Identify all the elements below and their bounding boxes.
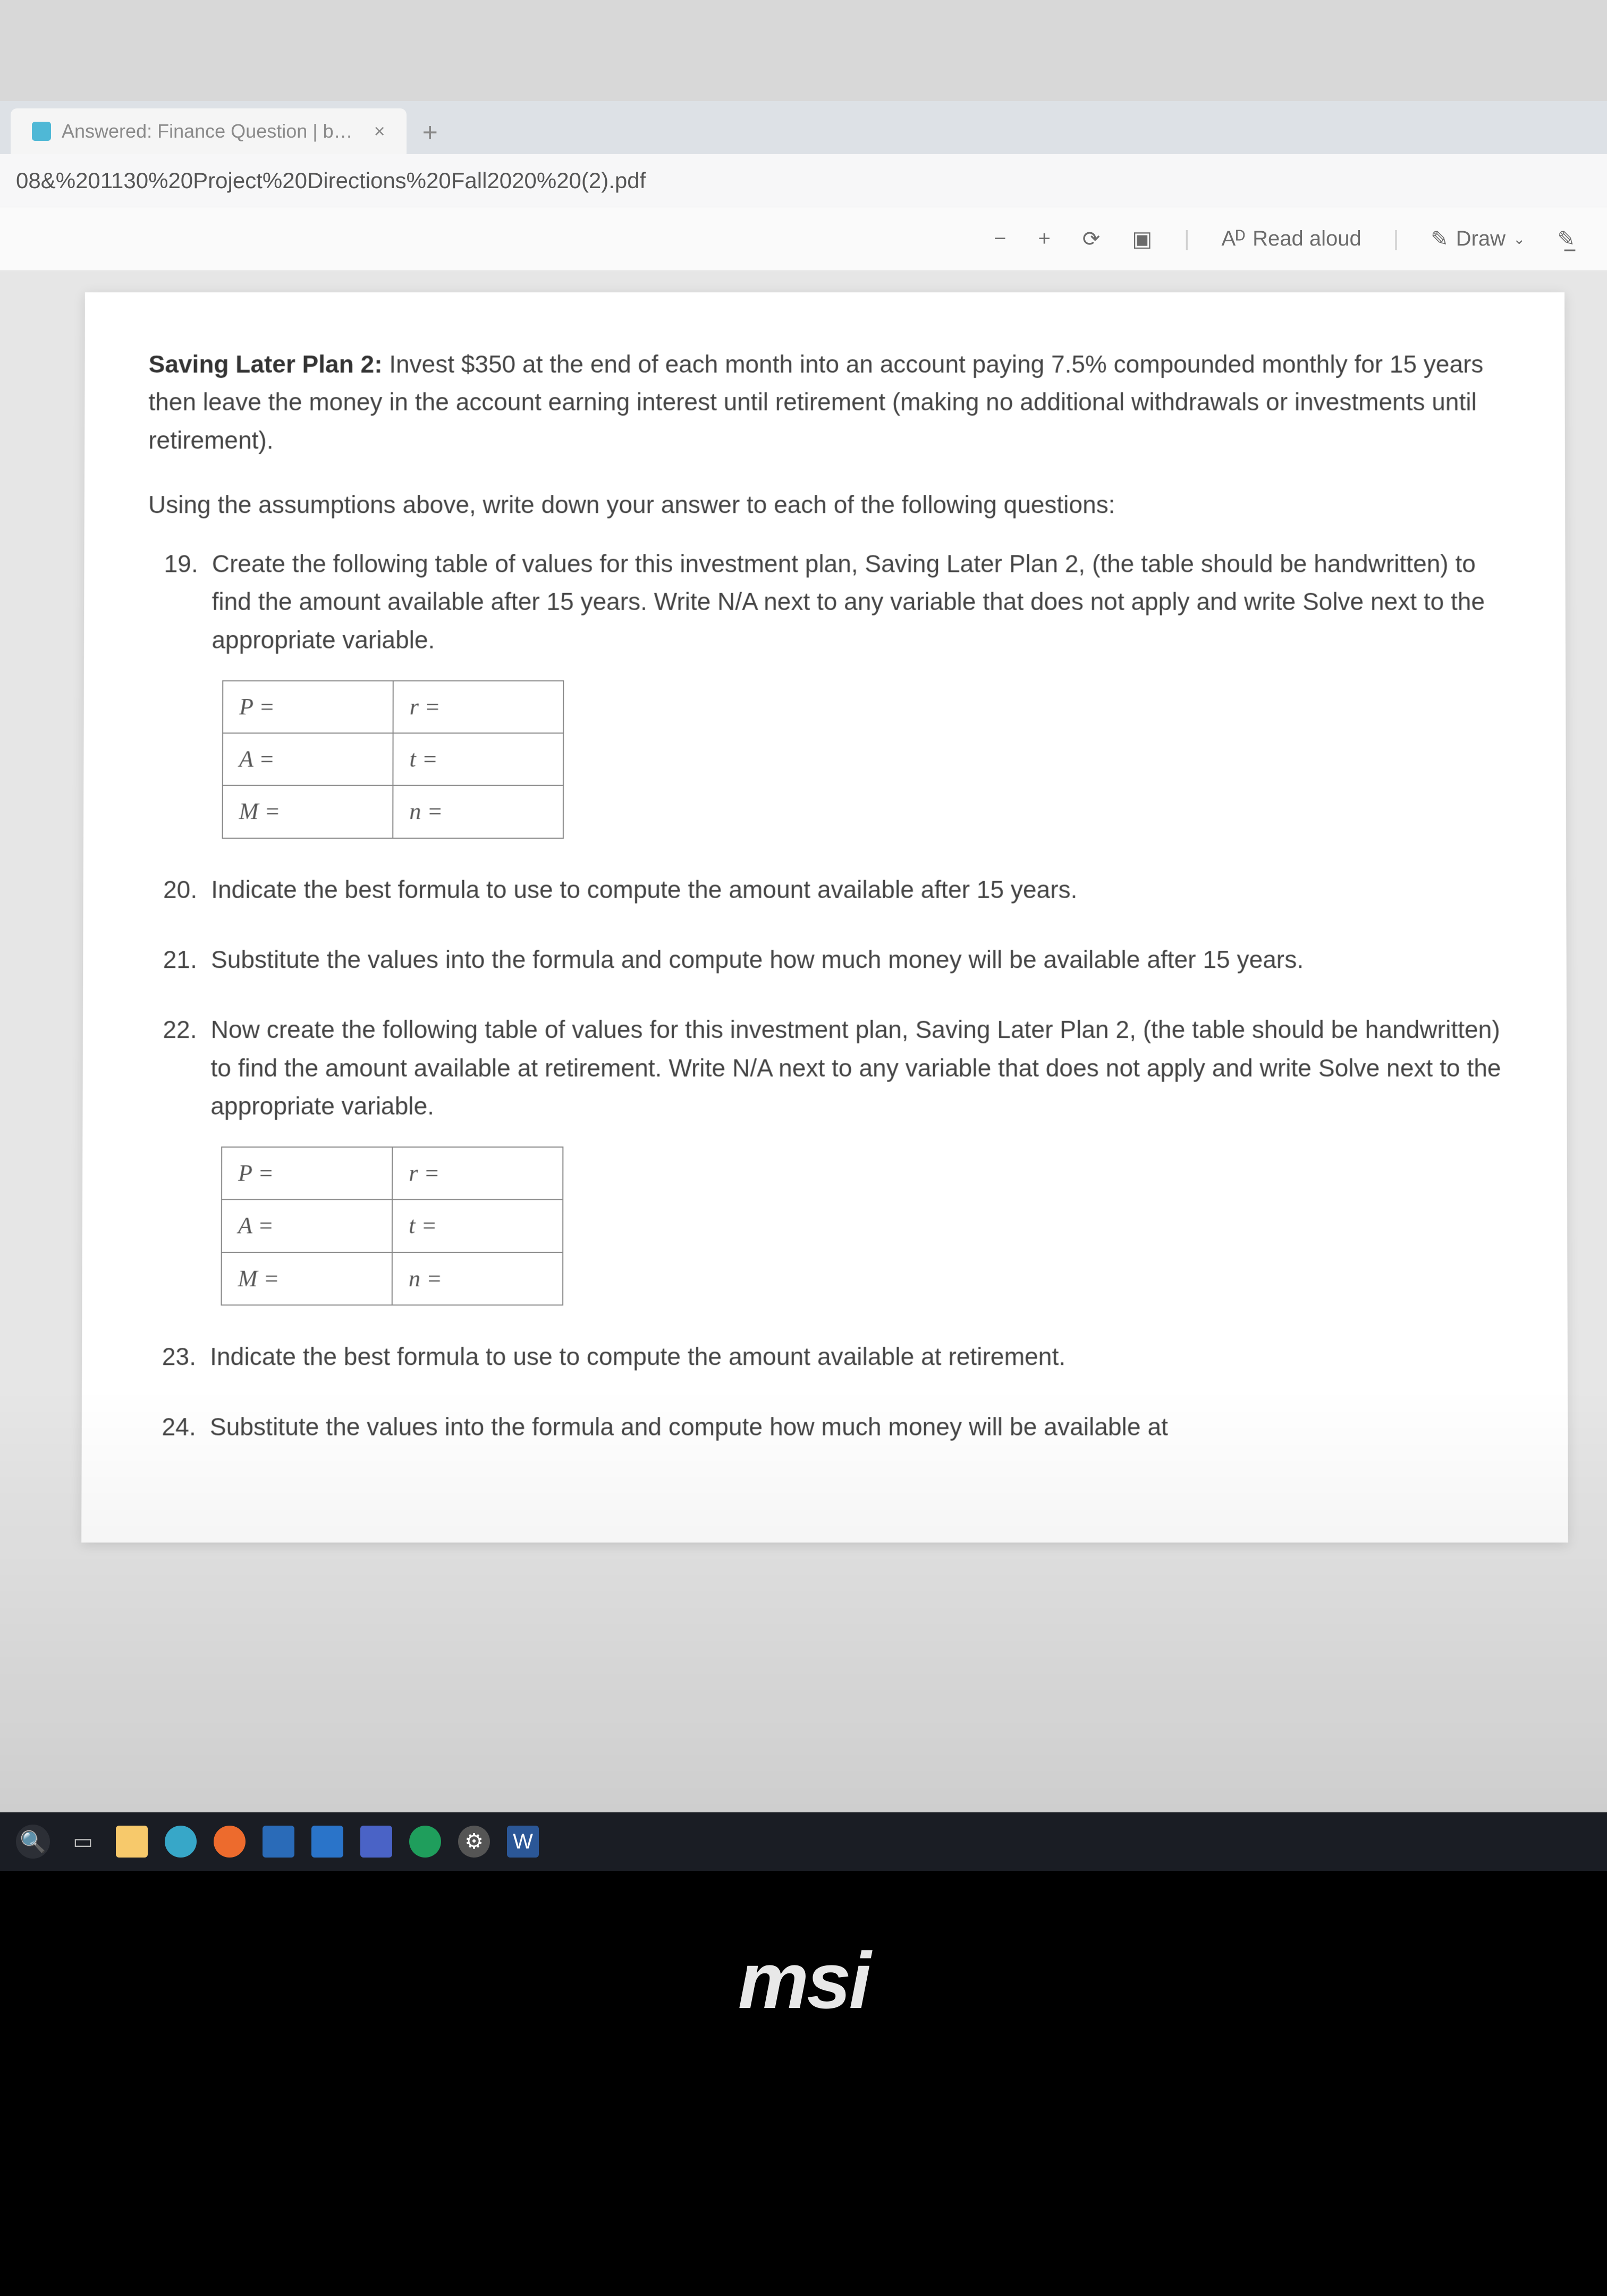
- taskbar-task-view-icon[interactable]: ▭: [67, 1826, 99, 1858]
- question-text: Now create the following table of values…: [210, 1016, 1501, 1120]
- cell-n: n =: [392, 1252, 563, 1305]
- table-row: A = t =: [222, 1200, 563, 1252]
- question-text: Indicate the best formula to use to comp…: [211, 875, 1077, 903]
- question-21: 21.Substitute the values into the formul…: [211, 941, 1503, 979]
- cell-r: r =: [393, 681, 564, 733]
- question-number: 21.: [163, 941, 211, 979]
- question-number: 20.: [163, 871, 211, 909]
- taskbar-teams-icon[interactable]: [360, 1826, 392, 1858]
- question-text: Create the following table of values for…: [212, 550, 1485, 654]
- new-tab-button[interactable]: +: [407, 117, 454, 154]
- address-bar[interactable]: 08&%201130%20Project%20Directions%20Fall…: [0, 154, 1607, 207]
- table-row: A = t =: [223, 733, 563, 786]
- windows-taskbar[interactable]: 🔍 ▭ ⚙ W: [0, 1812, 1607, 1871]
- draw-button[interactable]: ✎ Draw ⌄: [1431, 227, 1525, 251]
- variable-table-q22: P = r = A = t = M = n =: [221, 1146, 563, 1305]
- taskbar-edge-icon[interactable]: [165, 1826, 197, 1858]
- read-aloud-label: Read aloud: [1253, 227, 1361, 251]
- taskbar-file-explorer-icon[interactable]: [116, 1826, 148, 1858]
- cell-t: t =: [393, 733, 563, 786]
- toolbar-separator: |: [1393, 227, 1399, 251]
- question-22: 22.Now create the following table of val…: [210, 1011, 1503, 1305]
- tab-favicon: [32, 122, 51, 141]
- cell-r: r =: [392, 1147, 563, 1200]
- cell-P: P =: [223, 681, 393, 733]
- laptop-brand-logo: msi: [738, 1935, 869, 2027]
- table-row: M = n =: [223, 786, 563, 838]
- plan-heading: Saving Later Plan 2:: [149, 350, 383, 378]
- cell-A: A =: [223, 733, 393, 786]
- draw-icon: ✎: [1431, 227, 1449, 251]
- question-19: 19.Create the following table of values …: [212, 545, 1502, 839]
- browser-tab[interactable]: Answered: Finance Question | b… ×: [11, 108, 407, 154]
- zoom-out-button[interactable]: −: [994, 227, 1006, 251]
- pdf-page: Saving Later Plan 2: Invest $350 at the …: [81, 292, 1568, 1543]
- question-text: Substitute the values into the formula a…: [210, 1413, 1168, 1440]
- question-list: 19.Create the following table of values …: [146, 545, 1504, 1446]
- cell-n: n =: [393, 786, 563, 838]
- question-number: 24.: [162, 1408, 210, 1446]
- variable-table-q19: P = r = A = t = M = n =: [222, 680, 564, 839]
- read-aloud-prefix-icon: Aᴰ: [1222, 227, 1246, 251]
- highlight-icon: ✎̲: [1557, 227, 1575, 251]
- pdf-toolbar: − + ⟳ ▣ | Aᴰ Read aloud | ✎ Draw ⌄ ✎̲: [0, 207, 1607, 271]
- fit-page-icon[interactable]: ▣: [1132, 227, 1152, 251]
- table-row: P = r =: [223, 681, 563, 733]
- tab-title: Answered: Finance Question | b…: [62, 120, 353, 142]
- cell-t: t =: [392, 1200, 563, 1252]
- browser-tab-strip: Answered: Finance Question | b… × +: [0, 101, 1607, 154]
- taskbar-spotify-icon[interactable]: [409, 1826, 441, 1858]
- cell-A: A =: [222, 1200, 392, 1252]
- rotate-icon[interactable]: ⟳: [1082, 227, 1101, 251]
- question-number: 23.: [162, 1338, 210, 1376]
- table-row: P = r =: [222, 1147, 563, 1200]
- question-23: 23.Indicate the best formula to use to c…: [210, 1338, 1503, 1376]
- instructions: Using the assumptions above, write down …: [148, 486, 1501, 524]
- intro-paragraph: Saving Later Plan 2: Invest $350 at the …: [148, 345, 1501, 459]
- question-number: 19.: [164, 545, 212, 583]
- zoom-in-button[interactable]: +: [1038, 227, 1050, 251]
- address-text: 08&%201130%20Project%20Directions%20Fall…: [16, 168, 646, 193]
- cell-M: M =: [221, 1252, 392, 1305]
- draw-label: Draw: [1456, 227, 1505, 251]
- taskbar-store-icon[interactable]: [263, 1826, 294, 1858]
- cell-P: P =: [222, 1147, 392, 1200]
- toolbar-separator: |: [1184, 227, 1189, 251]
- taskbar-search-icon[interactable]: 🔍: [16, 1825, 50, 1859]
- pdf-viewport[interactable]: Saving Later Plan 2: Invest $350 at the …: [0, 271, 1607, 1812]
- question-20: 20.Indicate the best formula to use to c…: [211, 871, 1502, 909]
- taskbar-firefox-icon[interactable]: [214, 1826, 246, 1858]
- highlight-button[interactable]: ✎̲: [1557, 227, 1575, 251]
- chevron-down-icon: ⌄: [1513, 230, 1525, 248]
- screen: Answered: Finance Question | b… × + 08&%…: [0, 101, 1607, 2296]
- taskbar-settings-icon[interactable]: ⚙: [458, 1826, 490, 1858]
- cell-M: M =: [223, 786, 393, 838]
- taskbar-word-icon[interactable]: W: [507, 1826, 539, 1858]
- read-aloud-button[interactable]: Aᴰ Read aloud: [1222, 227, 1361, 251]
- laptop-bezel: msi: [0, 1871, 1607, 2296]
- question-number: 22.: [163, 1011, 210, 1049]
- question-text: Indicate the best formula to use to comp…: [210, 1343, 1065, 1370]
- close-icon[interactable]: ×: [374, 120, 385, 142]
- taskbar-mail-icon[interactable]: [311, 1826, 343, 1858]
- question-24: 24.Substitute the values into the formul…: [210, 1408, 1504, 1446]
- question-text: Substitute the values into the formula a…: [211, 946, 1304, 973]
- table-row: M = n =: [221, 1252, 563, 1305]
